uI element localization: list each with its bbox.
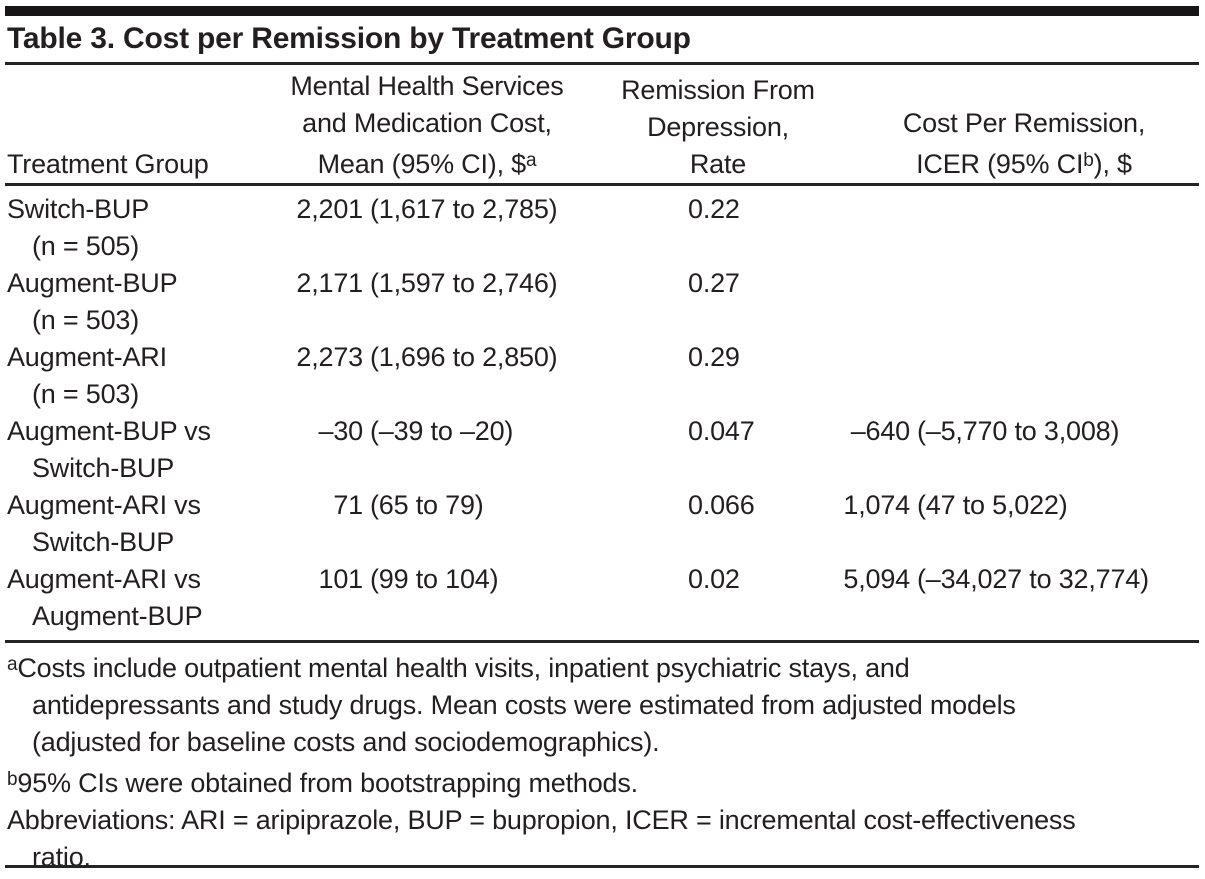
table-row: Augment-ARI (n = 503) 2,273 (1,696 to 2,85…	[7, 339, 1198, 413]
table-row: Switch-BUP (n = 505) 2,201 (1,617 to 2,785…	[7, 191, 1198, 265]
remission-rate-cell: 0.02	[688, 564, 740, 594]
cost-cell: 2,273 (1,696 to 2,850)	[296, 342, 558, 372]
cost-cell: 2,201 (1,617 to 2,785)	[296, 194, 558, 224]
treatment-group-cell: Augment-ARI vs Switch-BUP	[7, 490, 201, 557]
table-row: Augment-ARI vs Switch-BUP 71 (65 to 79) 0.…	[7, 487, 1198, 561]
icer-cell	[816, 265, 1198, 339]
footnote-a-line1: aCosts include outpatient mental health …	[7, 653, 910, 683]
footnote-a-line2: antidepressants and study drugs. Mean co…	[32, 690, 1016, 720]
icer-cell	[816, 339, 1198, 413]
footnote-b-marker: b	[7, 769, 18, 790]
header-remission-column: Remission From Depression, Rate	[621, 75, 815, 179]
treatment-group-cell: Augment-BUP (n = 503)	[7, 268, 178, 335]
remission-rate-cell: 0.066	[688, 490, 755, 520]
header-treatment-group: Treatment Group	[7, 149, 209, 179]
table-body: Switch-BUP (n = 505) 2,201 (1,617 to 2,785…	[7, 191, 1198, 635]
rule-below-body	[5, 640, 1199, 643]
header-cost-column: Mental Health Services and Medication Co…	[290, 71, 564, 179]
table-top-bar	[5, 6, 1199, 16]
treatment-group-cell: Augment-BUP vs Switch-BUP	[7, 416, 211, 483]
treatment-group-cell: Switch-BUP (n = 505)	[7, 194, 150, 261]
table-row: Augment-BUP (n = 503) 2,171 (1,597 to 2,74…	[7, 265, 1198, 339]
rule-bottom	[5, 865, 1199, 868]
icer-cell: –640 (–5,770 to 3,008)	[850, 416, 1120, 446]
treatment-group-cell: Augment-ARI (n = 503)	[7, 342, 167, 409]
rule-below-title	[5, 62, 1199, 65]
abbreviations-line1: Abbreviations: ARI = aripiprazole, BUP =…	[7, 805, 1076, 835]
footnote-marker-a: a	[526, 150, 537, 171]
treatment-group-cell: Augment-ARI vs Augment-BUP	[7, 564, 203, 631]
footnotes: aCosts include outpatient mental health …	[7, 646, 1198, 876]
table-row: Augment-ARI vs Augment-BUP 101 (99 to 104)…	[7, 561, 1198, 635]
remission-rate-cell: 0.27	[688, 268, 740, 298]
cost-cell: 2,171 (1,597 to 2,746)	[296, 268, 558, 298]
cost-cell: 101 (99 to 104)	[318, 564, 499, 594]
remission-rate-cell: 0.29	[688, 342, 740, 372]
icer-cell	[816, 191, 1198, 265]
cost-cell: –30 (–39 to –20)	[318, 416, 514, 446]
footnote-b-line1: b95% CIs were obtained from bootstrappin…	[7, 768, 638, 798]
icer-cell: 5,094 (–34,027 to 32,774)	[843, 564, 1149, 594]
footnote-a-marker: a	[7, 654, 18, 675]
header-icer-column: Cost Per Remission, ICER (95% CIb), $	[902, 108, 1146, 179]
rule-below-header	[5, 183, 1199, 186]
footnote-marker-b: b	[1083, 150, 1094, 171]
cost-cell: 71 (65 to 79)	[333, 490, 484, 520]
remission-rate-cell: 0.22	[688, 194, 740, 224]
remission-rate-cell: 0.047	[688, 416, 755, 446]
abbreviations-line2: ratio.	[32, 842, 91, 872]
table-title: Table 3. Cost per Remission by Treatment…	[7, 22, 691, 55]
footnote-a-line3: (adjusted for baseline costs and sociode…	[32, 727, 660, 757]
table-header-row: Treatment Group Mental Health Services a…	[7, 66, 1198, 183]
table-row: Augment-BUP vs Switch-BUP –30 (–39 to –20)…	[7, 413, 1198, 487]
icer-cell: 1,074 (47 to 5,022)	[843, 490, 1068, 520]
